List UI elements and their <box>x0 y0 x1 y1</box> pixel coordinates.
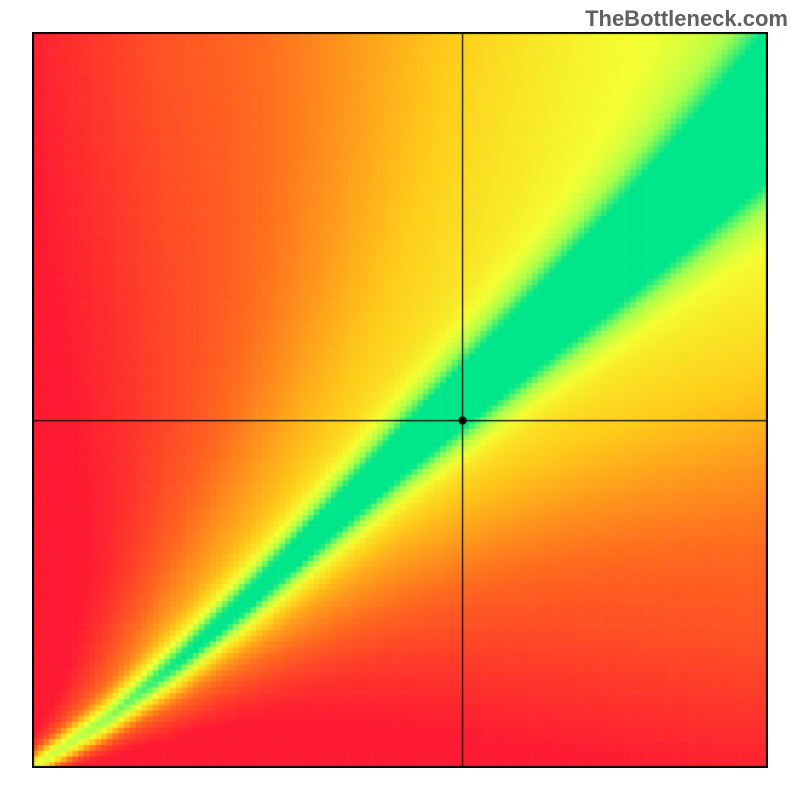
heatmap-canvas <box>32 32 768 768</box>
watermark-text: TheBottleneck.com <box>585 6 788 32</box>
heatmap-chart <box>32 32 768 768</box>
